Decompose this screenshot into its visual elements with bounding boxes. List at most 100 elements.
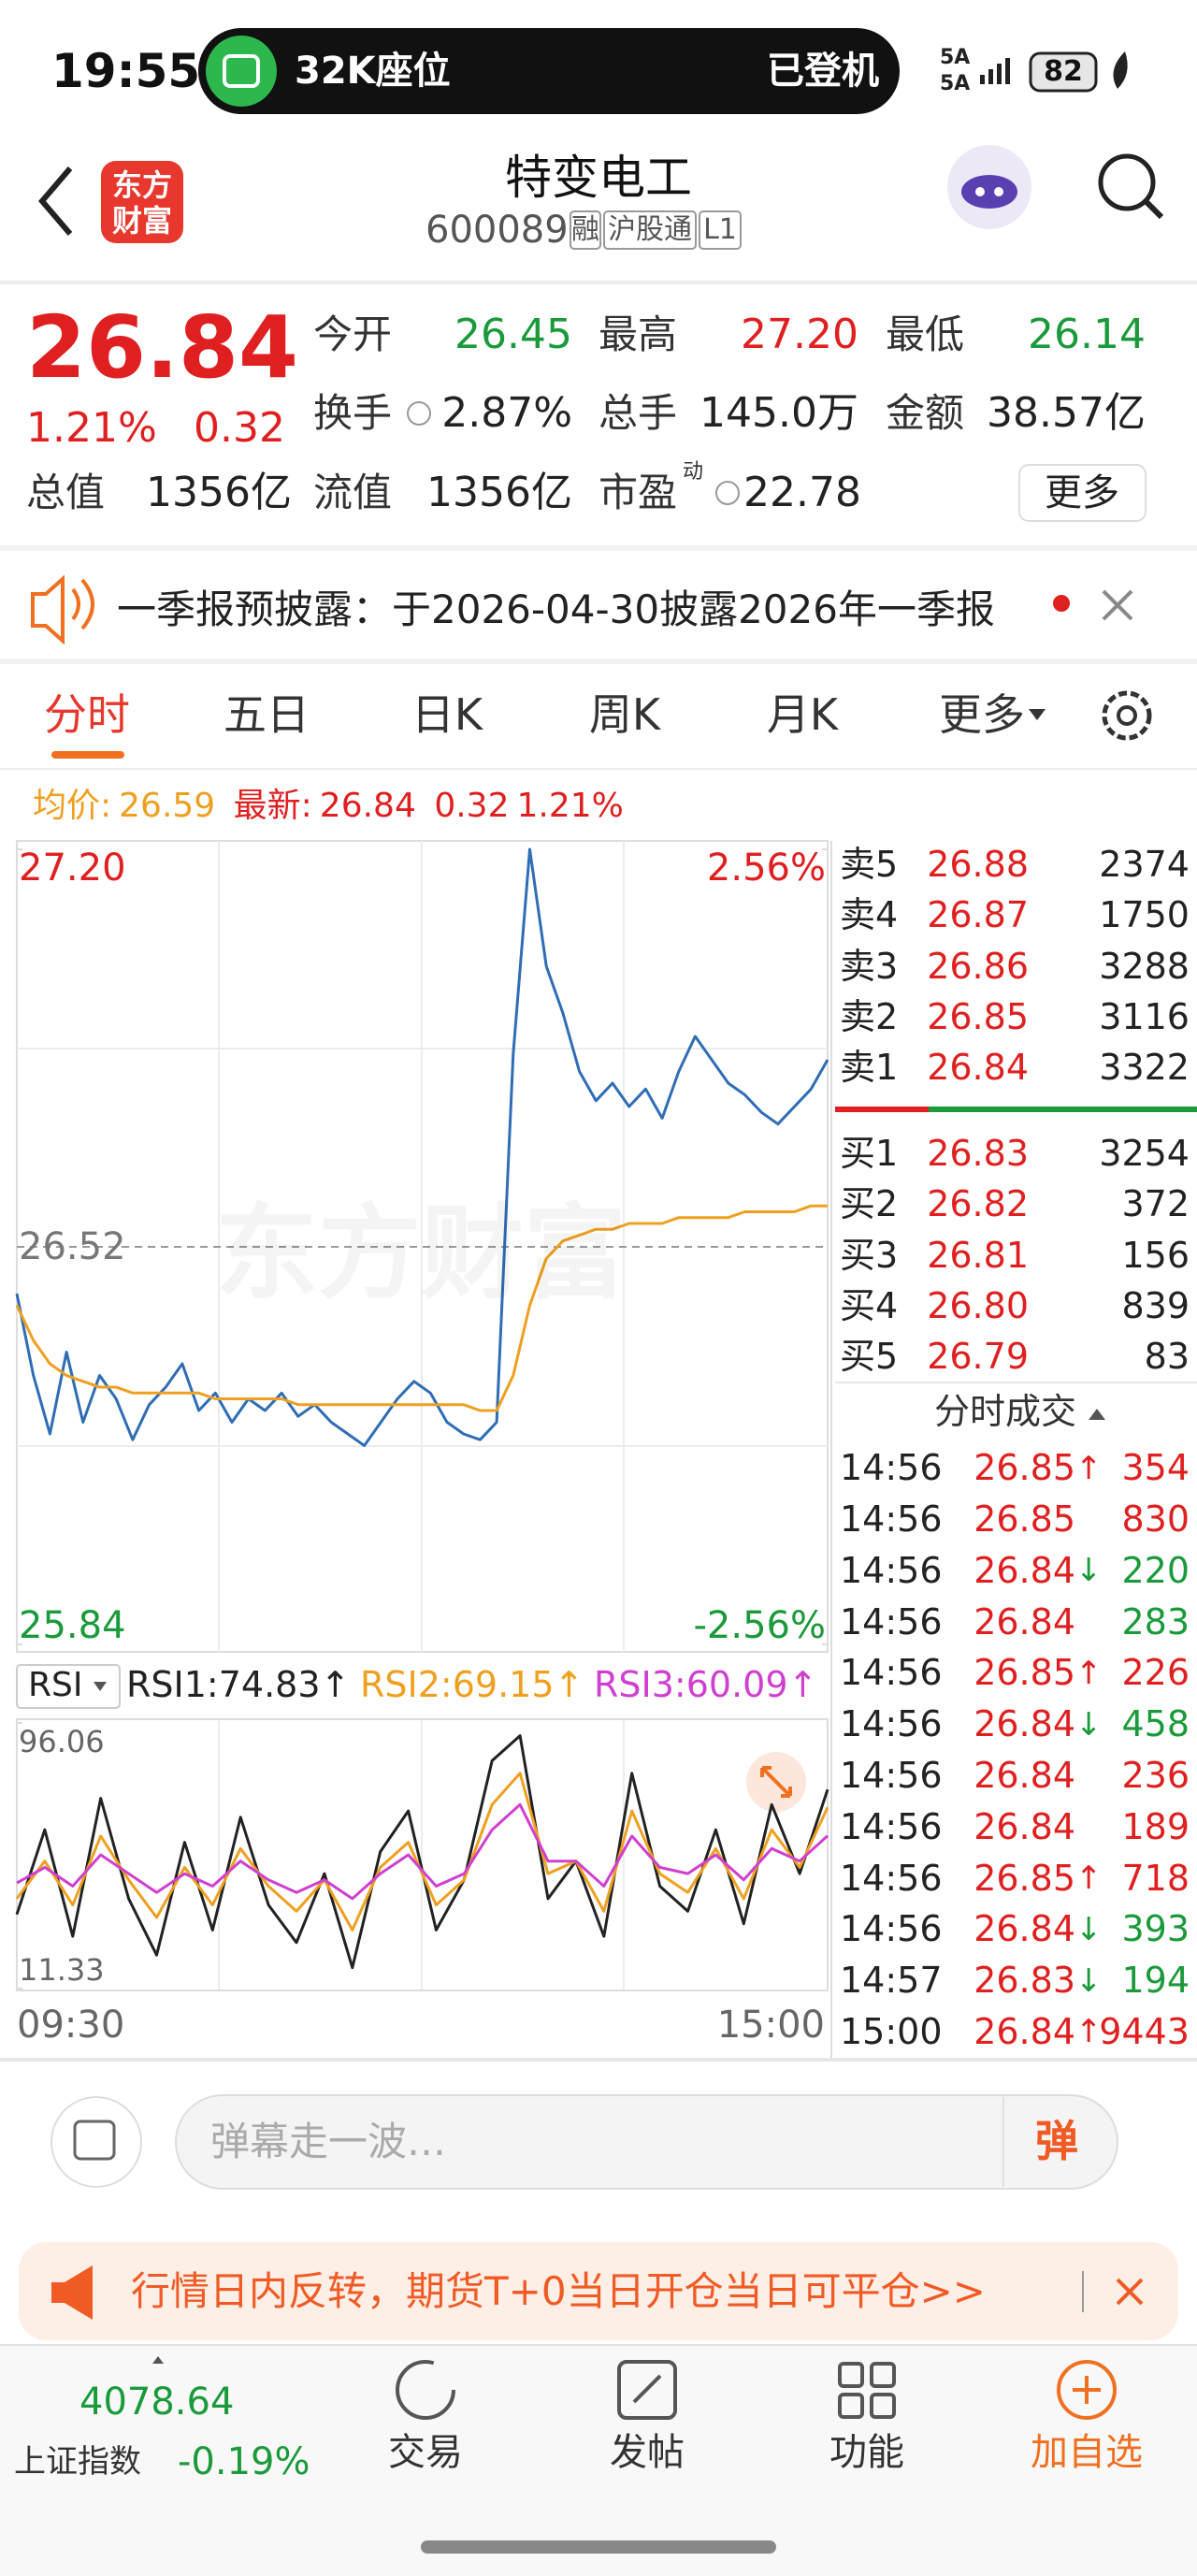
field-label: 换手: [313, 389, 393, 436]
network-type: 5A: [940, 45, 971, 69]
settings-button[interactable]: [1102, 690, 1152, 741]
nav-item[interactable]: 功能: [829, 2431, 904, 2474]
trade-arrow: ↓: [1075, 1705, 1103, 1744]
trade-volume: 458: [1121, 1703, 1190, 1745]
book-price: 26.87: [927, 894, 1029, 936]
trades-title[interactable]: 分时成交: [933, 1391, 1077, 1433]
trade-time: 14:56: [840, 1549, 943, 1591]
signal-bars: [980, 58, 1010, 84]
tag-box: [603, 210, 697, 250]
danmu-settings[interactable]: [50, 2096, 142, 2188]
trade-price: 26.85: [973, 1498, 1075, 1540]
leaf-icon: [1113, 51, 1128, 89]
trade-price: 26.85: [973, 1652, 1075, 1694]
back-button[interactable]: [38, 166, 73, 236]
trade-time: 14:56: [840, 1447, 943, 1489]
trade-volume: 354: [1121, 1447, 1190, 1489]
book-label: 卖3: [840, 945, 899, 987]
trade-volume: 226: [1121, 1652, 1190, 1694]
legend-entry: RSI3:60.09↑: [594, 1664, 818, 1706]
tab[interactable]: 周K: [588, 689, 661, 741]
more-button-label[interactable]: 更多: [1045, 471, 1119, 514]
search-button[interactable]: [1098, 153, 1164, 220]
stock-name: 特变电工: [505, 151, 692, 205]
dropdown-arrow: [94, 1682, 107, 1691]
book-volume: 83: [1144, 1336, 1190, 1377]
expand-icon: [760, 1766, 792, 1798]
y-tick-label: 25.84: [19, 1604, 126, 1647]
field-value: 2.87%: [441, 388, 572, 437]
book-volume: 1750: [1099, 894, 1190, 936]
field-value: 26.14: [1028, 310, 1146, 358]
indicator-select[interactable]: [16, 1664, 121, 1709]
close-notice[interactable]: [1102, 589, 1133, 621]
trade-time: 14:56: [840, 1755, 943, 1796]
tab[interactable]: 分时: [44, 689, 130, 741]
more-button[interactable]: [1018, 464, 1147, 522]
field-label: 今开: [313, 311, 393, 357]
price-info-line: 均价: 26.59 最新: 26.84 0.32 1.21%: [33, 786, 631, 827]
book-volume: 839: [1121, 1284, 1190, 1326]
index-value[interactable]: 4078.64: [79, 2381, 235, 2424]
latest-label: 最新:: [233, 787, 312, 825]
book-label: 买3: [840, 1234, 899, 1276]
home-indicator: [421, 2540, 776, 2554]
ask-bid-bar: [835, 1107, 929, 1112]
pill-icon: [206, 36, 277, 107]
close-banner[interactable]: [1116, 2278, 1144, 2306]
field-label: 总值: [26, 469, 106, 515]
trade-time: 15:00: [840, 2011, 943, 2052]
index-change: -0.19%: [178, 2440, 310, 2483]
nav-item[interactable]: 加自选: [1031, 2431, 1143, 2474]
sort-arrow: [1089, 1409, 1105, 1420]
speaker-icon: [31, 574, 94, 645]
battery-level: 82: [1044, 55, 1083, 88]
tab[interactable]: 更多: [939, 689, 1025, 741]
latest-price: 26.84: [319, 787, 416, 825]
trade-volume: 283: [1121, 1600, 1190, 1643]
trade-time: 14:57: [840, 1960, 943, 2002]
banner-text[interactable]: 行情日内反转，期货T+0当日开仓当日可平仓>>: [131, 2267, 986, 2314]
banner[interactable]: [19, 2242, 1178, 2340]
book-volume: 3288: [1099, 945, 1190, 987]
status-time: 19:55: [51, 44, 201, 98]
logo-text: 财富: [111, 202, 173, 239]
danmu-button[interactable]: 弹: [1035, 2116, 1078, 2167]
trade-volume: 830: [1121, 1498, 1190, 1540]
logo: [101, 161, 183, 243]
info-icon[interactable]: [407, 401, 431, 426]
info-icon[interactable]: [715, 481, 740, 505]
danmu-input[interactable]: [175, 2094, 1118, 2190]
indicator-name[interactable]: RSI: [28, 1666, 83, 1705]
book-volume: 372: [1121, 1183, 1190, 1225]
series-line: [16, 1802, 829, 1901]
field-value: 26.45: [454, 310, 572, 358]
nav-item[interactable]: 交易: [388, 2431, 463, 2474]
y-tick-label: 27.20: [19, 847, 126, 890]
series-line: [15, 1772, 829, 1932]
divider: [0, 281, 1197, 284]
book-volume: 3116: [1099, 995, 1190, 1037]
nav-item[interactable]: 发帖: [610, 2431, 685, 2474]
field-value: 145.0万: [699, 388, 858, 437]
trade-arrow: ↑: [1075, 1449, 1103, 1487]
field-value: 1356亿: [146, 468, 292, 516]
trade-price: 26.85: [973, 1857, 1075, 1899]
tab[interactable]: 月K: [766, 689, 839, 741]
trade-arrow: ↑: [1075, 1860, 1103, 1897]
legend-entry: RSI2:69.15↑: [360, 1664, 584, 1706]
trade-volume: 393: [1121, 1908, 1190, 1950]
latest-change: 0.32: [434, 787, 510, 825]
trade-price: 26.84: [973, 2011, 1075, 2052]
stock-tag: 沪股通: [608, 213, 692, 246]
book-price: 26.80: [927, 1284, 1029, 1326]
book-price: 26.81: [927, 1234, 1029, 1276]
index-name: 上证指数: [14, 2442, 141, 2481]
trade-volume: 220: [1121, 1549, 1190, 1591]
status-pill[interactable]: [198, 28, 900, 114]
trade-price: 26.84: [973, 1805, 1075, 1847]
tab[interactable]: 日K: [411, 689, 483, 741]
rsi-frame: [16, 1718, 829, 1991]
tab[interactable]: 五日: [224, 689, 310, 741]
book-label: 买2: [840, 1183, 899, 1225]
